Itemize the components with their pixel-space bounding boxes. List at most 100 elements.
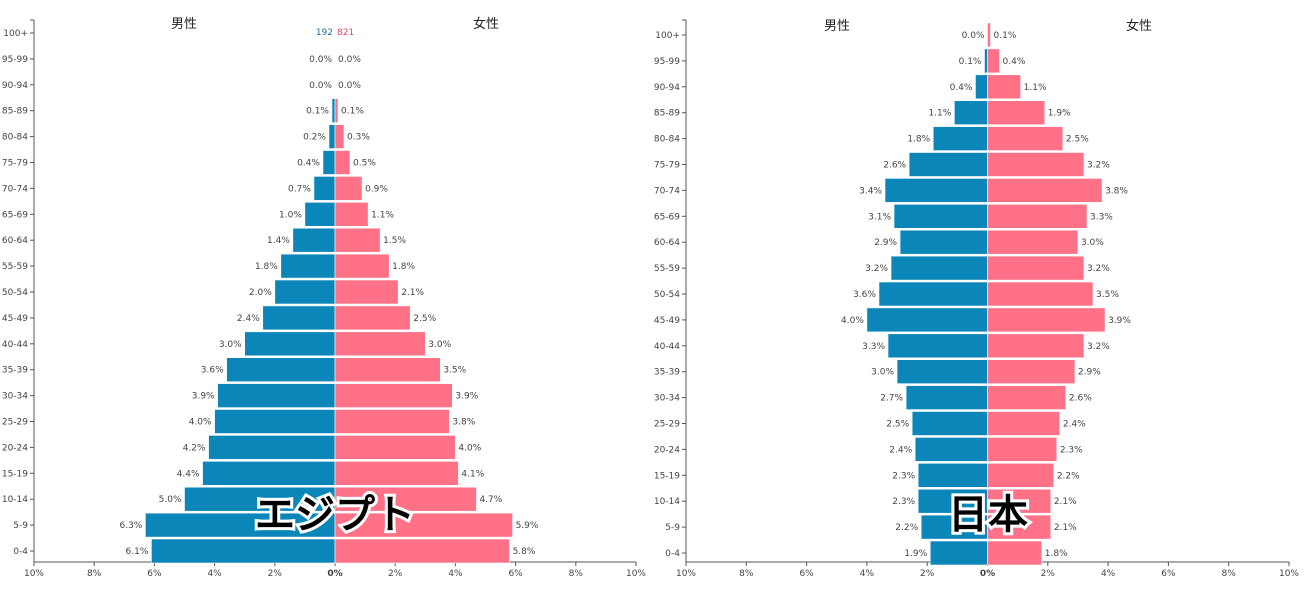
x-tick-label: 8% — [739, 569, 754, 579]
male-value-label: 3.2% — [865, 264, 888, 274]
female-value-label: 5.8% — [513, 547, 536, 557]
female-value-label: 2.1% — [1054, 497, 1077, 507]
male-bar — [914, 437, 988, 462]
age-label: 25-29 — [2, 418, 28, 428]
male-bar — [313, 176, 336, 201]
x-tick-label: 2% — [388, 569, 403, 579]
age-label: 40-44 — [654, 342, 680, 352]
female-bar — [987, 333, 1085, 359]
x-tick-label: 10% — [676, 569, 696, 579]
female-bar — [334, 383, 453, 408]
female-bar — [334, 512, 513, 538]
age-label: 55-59 — [654, 264, 680, 274]
x-tick-label: 2% — [1041, 569, 1056, 579]
male-bar — [322, 150, 336, 175]
male-value-label: 0.7% — [288, 184, 311, 194]
x-tick-label: 4% — [207, 569, 222, 579]
male-value-label: 3.0% — [871, 368, 894, 378]
female-bar — [334, 150, 351, 175]
egypt-chart: 10% 8% 6% 4% 2% 0% 2% 4% 6% 8% 10% 100+ 95-99 0.0% 0.0… — [2, 16, 647, 579]
male-value-label: 0.0% — [962, 31, 985, 41]
age-label: 65-69 — [2, 210, 28, 220]
male-value-label: 0.0% — [309, 55, 332, 65]
female-bar — [987, 126, 1064, 151]
age-label: 90-94 — [2, 81, 28, 91]
female-bar — [334, 305, 411, 331]
male-value-label: 2.0% — [249, 288, 272, 298]
male-value-label: 1.1% — [928, 109, 951, 119]
x-tick-label: 2% — [268, 569, 283, 579]
male-value-label: 0.2% — [303, 133, 326, 143]
male-value-label: 2.4% — [889, 445, 912, 455]
male-bar — [262, 305, 336, 331]
x-tick-label: 2% — [920, 569, 935, 579]
female-value-label: 3.3% — [1090, 212, 1113, 222]
female-value-label: 1.8% — [1045, 549, 1068, 559]
male-value-label: 1.8% — [255, 262, 278, 272]
x-tick-label: 4% — [448, 569, 463, 579]
female-bar — [987, 488, 1052, 514]
female-value-label: 4.1% — [461, 469, 484, 479]
female-bar — [987, 255, 1085, 281]
age-label: 95-99 — [2, 55, 28, 65]
male-bar — [151, 538, 336, 564]
male-bar — [304, 202, 336, 227]
female-bar — [987, 22, 991, 48]
male-value-label: 4.4% — [177, 469, 200, 479]
x-tick-label: 8% — [87, 569, 102, 579]
female-bar — [334, 331, 426, 357]
male-bar — [899, 229, 988, 255]
male-bar — [954, 100, 988, 125]
male-value-label: 6.1% — [126, 547, 149, 557]
male-value-label: 4.2% — [183, 443, 206, 453]
male-value-label: 4.0% — [189, 418, 212, 428]
age-label: 75-79 — [2, 159, 28, 169]
male-value-label: 2.6% — [883, 161, 906, 171]
age-label: 80-84 — [654, 135, 680, 145]
female-header: 女性 — [1126, 18, 1152, 34]
female-bar — [334, 124, 345, 149]
male-bar — [217, 383, 336, 408]
x-tick-label: 6% — [799, 569, 814, 579]
male-value-label: 0.1% — [959, 57, 982, 67]
male-value-label: 2.4% — [237, 314, 260, 324]
female-value-label: 2.6% — [1069, 394, 1092, 404]
female-value-label: 1.8% — [392, 262, 415, 272]
female-value-label: 1.9% — [1048, 109, 1071, 119]
female-bar — [987, 359, 1076, 385]
female-bar — [334, 98, 339, 123]
female-bar — [987, 152, 1085, 177]
female-value-label: 1.1% — [1024, 83, 1047, 93]
male-value-label: 2.2% — [895, 523, 918, 533]
female-bar — [987, 178, 1103, 203]
female-value-label: 3.8% — [1105, 186, 1128, 196]
male-bar — [884, 178, 988, 203]
male-header: 男性 — [171, 17, 197, 32]
age-label: 35-39 — [2, 366, 28, 376]
female-value-label: 1.1% — [371, 210, 394, 220]
x-tick-label: 10% — [626, 569, 646, 579]
age-label: 30-34 — [2, 392, 28, 402]
age-label: 45-49 — [654, 316, 680, 326]
female-value-label: 2.5% — [413, 314, 436, 324]
male-bar — [292, 227, 336, 253]
female-bar — [987, 74, 1021, 100]
age-label: 35-39 — [654, 368, 680, 378]
x-tick-label: 8% — [1222, 569, 1237, 579]
female-value-label: 2.1% — [401, 288, 424, 298]
male-bar — [908, 152, 988, 177]
male-bar — [917, 462, 988, 488]
female-bar — [987, 411, 1061, 436]
age-label: 100+ — [3, 29, 28, 39]
age-label: 100+ — [655, 31, 680, 41]
male-bar — [920, 514, 988, 540]
female-bar — [334, 409, 450, 434]
female-bar — [987, 281, 1094, 307]
male-bar — [905, 385, 988, 410]
age-label: 10-14 — [2, 495, 28, 505]
female-value-label: 2.5% — [1066, 135, 1089, 145]
female-bar — [987, 204, 1088, 229]
male-bar — [917, 488, 988, 514]
female-bar — [334, 227, 381, 253]
female-bar — [334, 460, 459, 486]
